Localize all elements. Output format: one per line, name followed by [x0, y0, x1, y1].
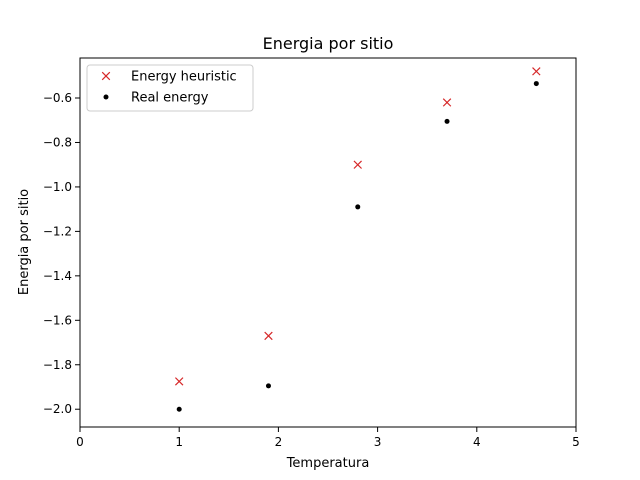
- heuristic-point: [353, 160, 362, 169]
- real-energy-point: [265, 383, 271, 389]
- y-tick-label: −0.8: [43, 135, 72, 149]
- legend: Energy heuristic Real energy: [86, 64, 254, 112]
- legend-marker-heuristic: [101, 71, 111, 81]
- legend-label: Real energy: [131, 91, 209, 106]
- legend-box: [86, 64, 254, 112]
- real-energy-point: [444, 118, 450, 124]
- y-tick-label: −0.6: [43, 91, 72, 105]
- heuristic-point: [264, 331, 273, 341]
- chart-title: Energia por sitio: [263, 34, 394, 53]
- y-tick-label: −1.8: [43, 358, 72, 372]
- x-tick-label: 2: [275, 435, 283, 449]
- x-tick-label: 4: [473, 435, 481, 449]
- x-axis-label: Temperatura: [286, 456, 370, 471]
- plot-area: [79, 57, 577, 428]
- data-points: [174, 67, 541, 412]
- heuristic-point: [532, 67, 541, 76]
- legend-marker-real-energy: [103, 94, 109, 100]
- y-tick-label: −1.4: [43, 269, 72, 283]
- y-tick-label: −2.0: [43, 402, 72, 416]
- real-energy-point: [176, 406, 182, 412]
- y-tick-label: −1.6: [43, 313, 72, 327]
- x-tick-label: 1: [175, 435, 183, 449]
- x-axis-ticks: 0 1 2 3 4 5: [76, 427, 580, 449]
- heuristic-point: [442, 98, 452, 107]
- heuristic-point: [174, 377, 184, 386]
- legend-label: Energy heuristic: [131, 70, 237, 85]
- real-energy-point: [533, 81, 539, 87]
- y-axis-label: Energia por sitio: [17, 189, 32, 295]
- y-tick-label: −1.0: [43, 180, 72, 194]
- x-tick-label: 3: [374, 435, 382, 449]
- y-tick-label: −1.2: [43, 224, 72, 238]
- y-axis-ticks: −2.0 −1.8 −1.6 −1.4 −1.2 −1.0 −0.8 −0.6: [43, 91, 80, 416]
- x-tick-label: 5: [572, 435, 580, 449]
- real-energy-point: [355, 204, 361, 210]
- x-tick-label: 0: [76, 435, 84, 449]
